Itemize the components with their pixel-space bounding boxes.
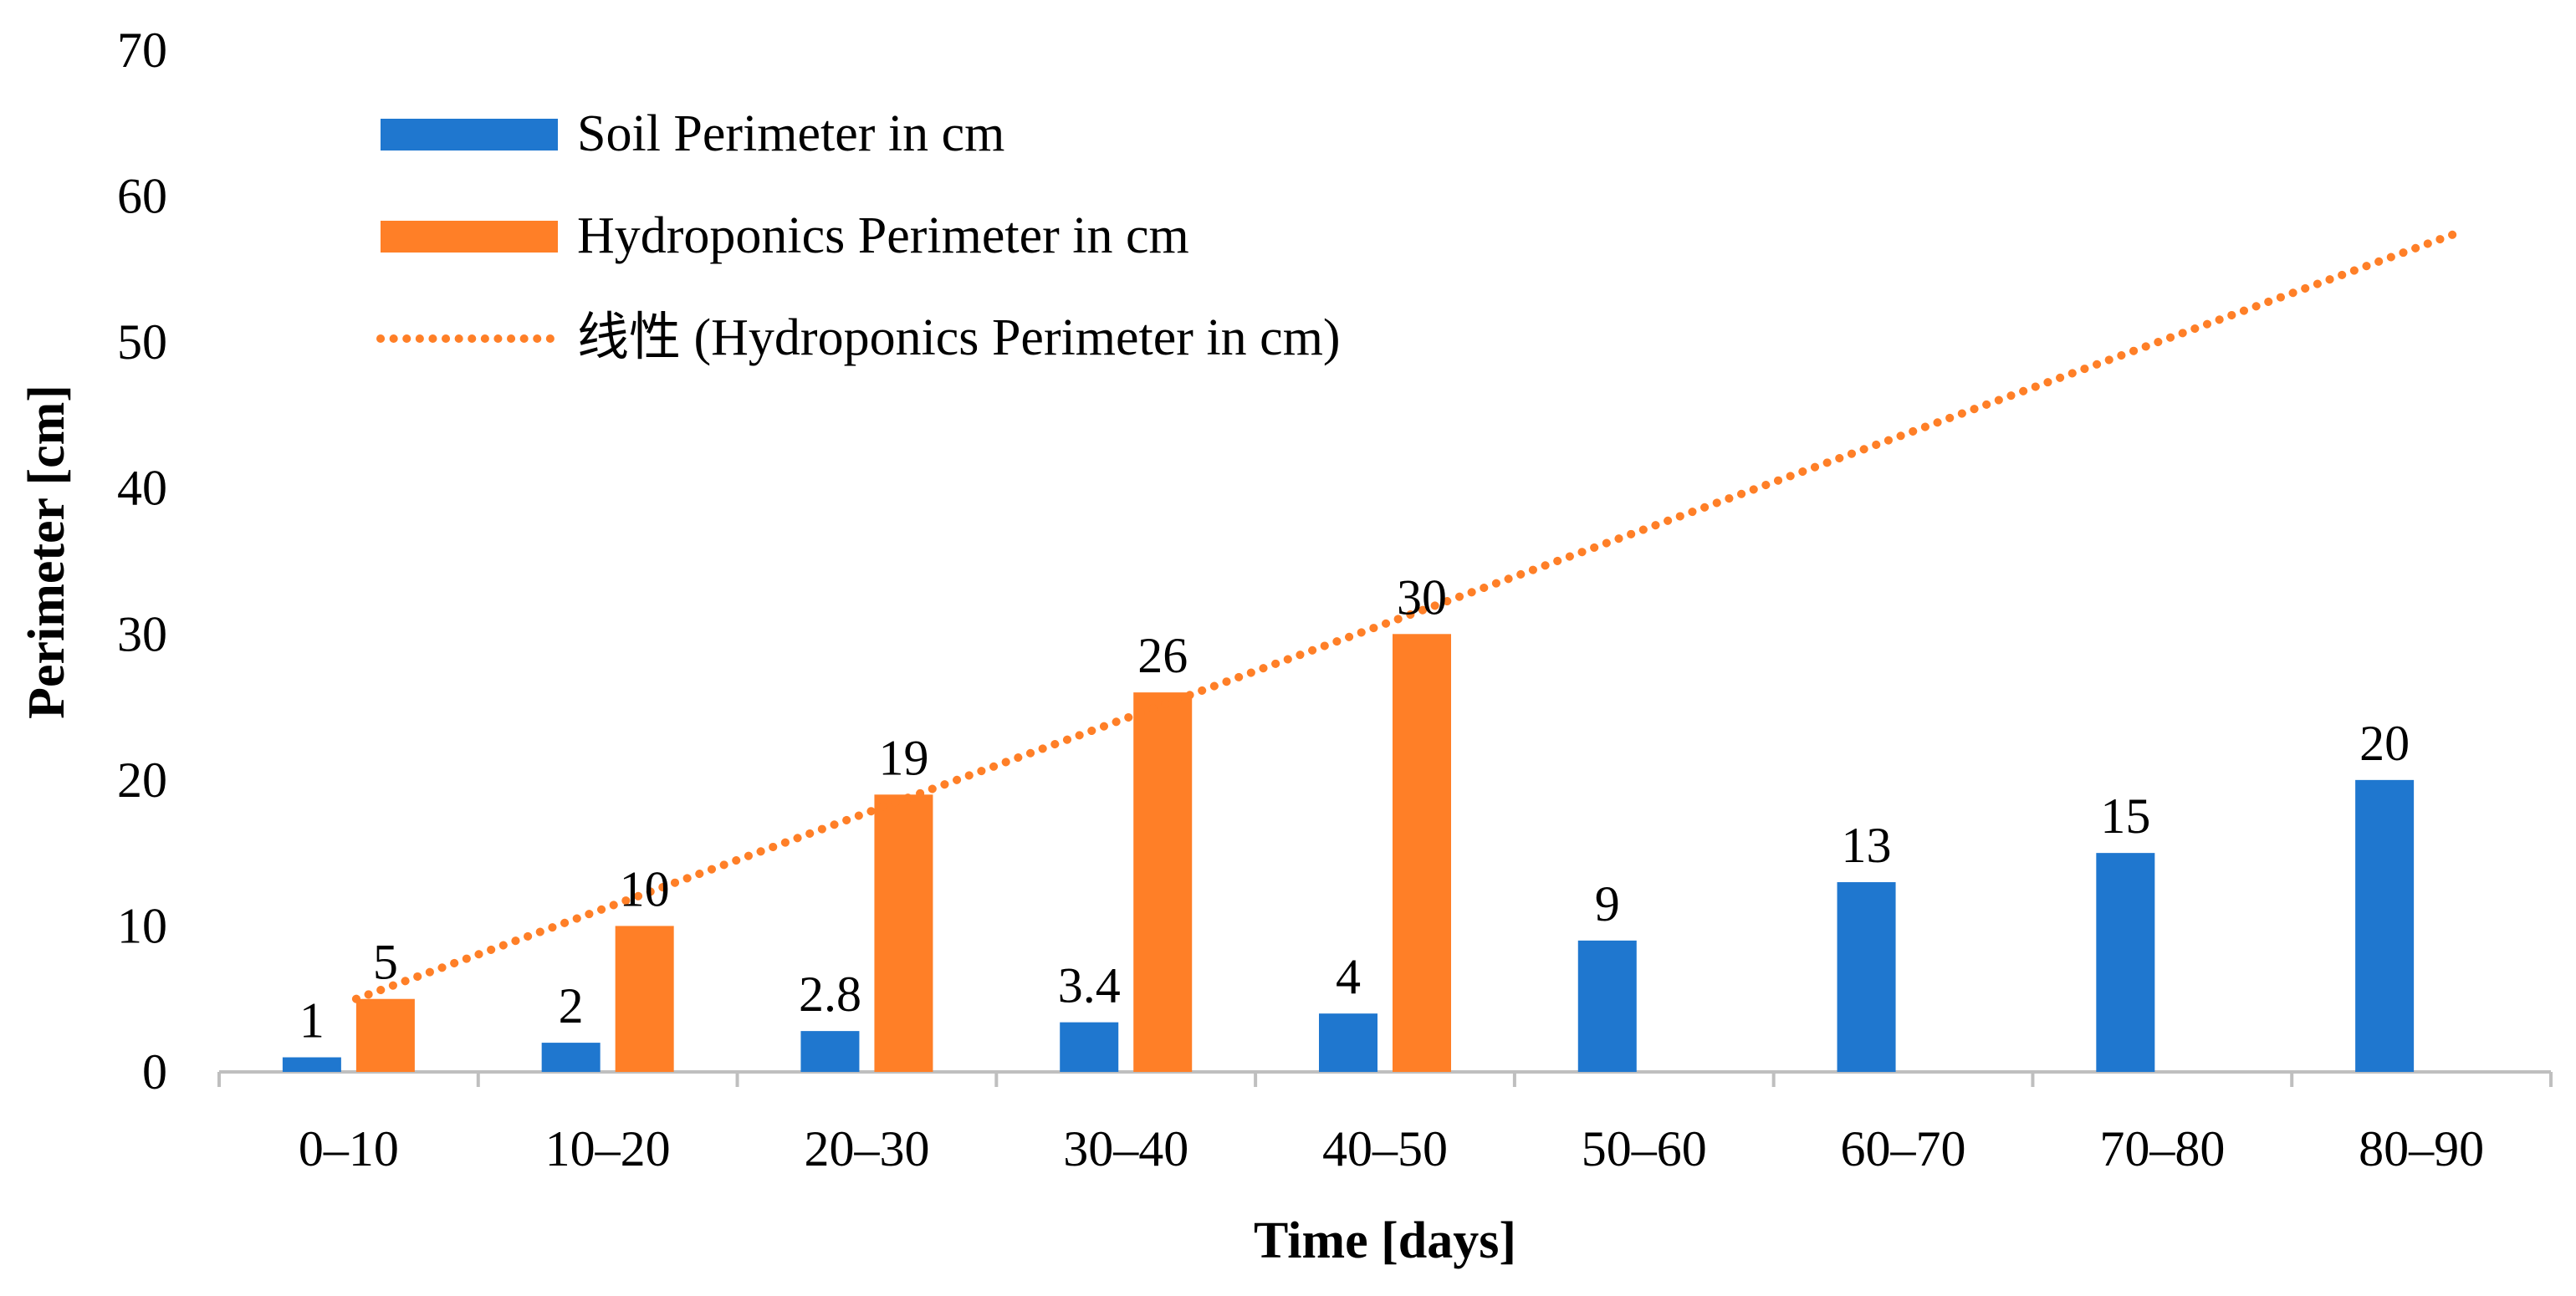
x-tick-label: 80–90: [2359, 1121, 2484, 1176]
y-tick-label: 20: [117, 753, 167, 808]
soil-bar: [541, 1043, 601, 1072]
soil-bar: [2355, 779, 2415, 1072]
x-tick-labels: 0–10 10–20 20–30 30–40 40–50 50–60 60–70 70–80 8…: [299, 1121, 2484, 1176]
y-tick-label: 30: [117, 606, 167, 661]
legend-label-hydro: Hydroponics Perimeter in cm: [577, 207, 1189, 264]
hydroponics-bar: [1393, 634, 1451, 1072]
x-tick-label: 20–30: [804, 1121, 929, 1176]
x-ticks: [217, 1072, 2553, 1087]
x-tick-label: 60–70: [1841, 1121, 1966, 1176]
y-tick-label: 40: [117, 461, 167, 516]
y-tick-label: 50: [117, 314, 167, 370]
hydroponics-data-label: 10: [620, 861, 670, 916]
x-tick-label: 40–50: [1322, 1121, 1448, 1176]
legend-swatch-soil: [381, 119, 558, 151]
soil-bar: [282, 1057, 341, 1072]
hydroponics-data-label: 30: [1397, 569, 1447, 625]
hydroponics-bar: [874, 794, 933, 1072]
hydroponics-bar: [615, 926, 674, 1072]
y-tick-label: 10: [117, 898, 167, 953]
hydroponics-data-label: 5: [373, 935, 398, 990]
soil-data-label: 2.8: [799, 967, 861, 1022]
soil-data-label: 13: [1842, 818, 1892, 873]
x-tick-label: 10–20: [545, 1121, 671, 1176]
legend: Soil Perimeter in cm Hydroponics Perimet…: [376, 105, 1341, 366]
soil-bar: [1060, 1022, 1119, 1072]
soil-bar: [800, 1031, 860, 1072]
hydroponics-data-label: 26: [1137, 628, 1188, 683]
hydroponics-bar: [355, 998, 415, 1072]
x-tick-label: 30–40: [1063, 1121, 1188, 1176]
soil-data-label: 3.4: [1058, 958, 1121, 1013]
soil-data-label: 1: [299, 993, 325, 1049]
soil-bar: [1577, 940, 1637, 1072]
legend-label-trend: 线性 (Hydroponics Perimeter in cm): [577, 309, 1341, 366]
y-tick-label: 0: [142, 1044, 167, 1100]
soil-data-label: 2: [559, 978, 584, 1033]
y-tick-label: 60: [117, 169, 167, 224]
x-tick-label: 70–80: [2099, 1121, 2225, 1176]
soil-data-label: 4: [1336, 949, 1361, 1004]
soil-data-label: 20: [2359, 716, 2410, 771]
y-tick-label: 70: [117, 23, 167, 78]
hydroponics-data-label: 19: [878, 730, 928, 785]
x-axis-title: Time [days]: [1254, 1212, 1516, 1269]
soil-data-label: 15: [2100, 788, 2150, 844]
soil-bar: [1837, 882, 1896, 1072]
legend-label-soil: Soil Perimeter in cm: [577, 105, 1004, 162]
x-tick-label: 0–10: [299, 1121, 399, 1176]
soil-bar: [2096, 853, 2155, 1072]
bars: [282, 634, 2415, 1072]
hydroponics-bar: [1133, 692, 1193, 1072]
trendline: [351, 228, 2463, 1003]
y-axis-title: Perimeter [cm]: [18, 385, 75, 719]
trendline-layer: [351, 228, 2463, 1003]
legend-swatch-hydro: [381, 221, 558, 253]
data-labels: 1 2 2.8 3.4 4 9 13 15 20 5 10 19 26 30: [299, 569, 2410, 1048]
y-tick-labels: 0 10 20 30 40 50 60 70: [117, 23, 167, 1100]
soil-data-label: 9: [1595, 876, 1620, 931]
x-tick-label: 50–60: [1582, 1121, 1707, 1176]
soil-bar: [1319, 1013, 1377, 1072]
